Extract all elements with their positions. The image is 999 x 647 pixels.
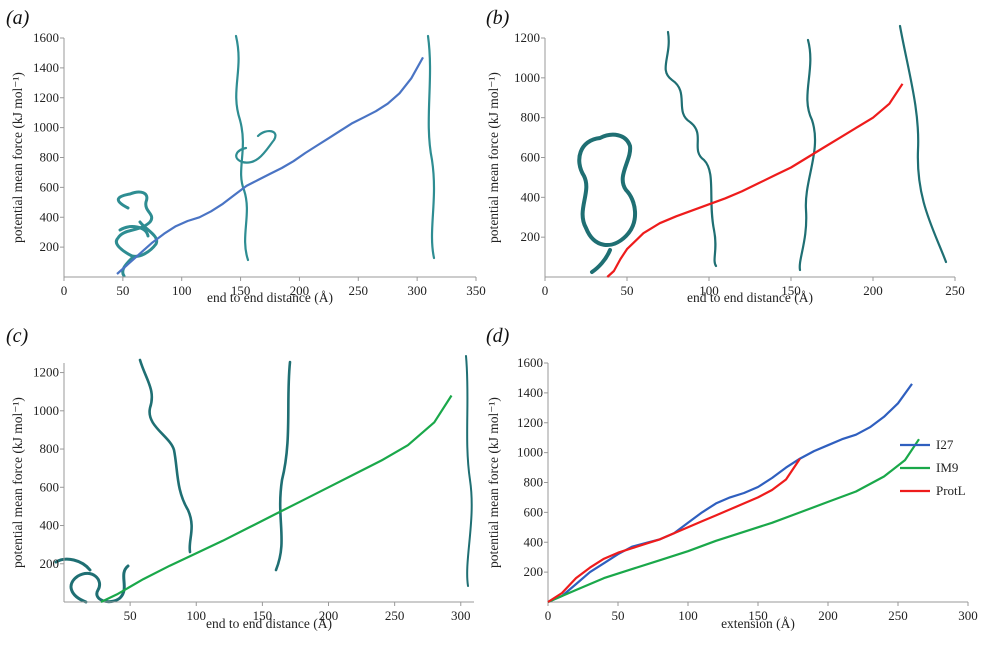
panel-label: (c) — [6, 325, 29, 347]
x-tick-label: 150 — [781, 283, 801, 298]
protein-structures-a — [115, 34, 436, 278]
chart-panel-4: (d) 0 50 100 150 200 250 300 200 400 600 800 1000 120… — [486, 325, 978, 631]
y-tick-label: 400 — [521, 189, 541, 204]
y-tick-label: 200 — [521, 229, 541, 244]
x-tick-label: 150 — [253, 608, 273, 623]
y-tick-label: 400 — [40, 518, 60, 533]
y-tick-label: 600 — [521, 150, 541, 165]
x-axis-label: end to end distance (Å) — [687, 290, 813, 305]
series-line-i27 — [547, 383, 913, 604]
y-tick-label: 600 — [40, 479, 60, 494]
y-tick-label: 1400 — [517, 385, 543, 400]
legend-label: I27 — [936, 437, 954, 452]
x-tick-label: 250 — [385, 608, 405, 623]
legend-label: ProtL — [936, 483, 966, 498]
x-tick-label: 50 — [124, 608, 137, 623]
y-tick-label: 1400 — [33, 60, 59, 75]
y-tick-label: 800 — [521, 110, 541, 125]
y-tick-label: 1000 — [514, 70, 540, 85]
x-tick-label: 200 — [863, 283, 883, 298]
y-tick-label: 400 — [40, 209, 60, 224]
y-tick-label: 1000 — [33, 120, 59, 135]
x-tick-label: 200 — [319, 608, 339, 623]
y-axis-label: potential mean force (kJ mol⁻¹) — [486, 397, 501, 568]
x-axis-label: end to end distance (Å) — [206, 616, 332, 631]
panel-label: (a) — [6, 7, 30, 29]
panel-label: (b) — [486, 7, 510, 29]
y-tick-label: 1600 — [517, 355, 543, 370]
y-tick-label: 1600 — [33, 30, 59, 45]
protein-structures-c — [54, 355, 473, 604]
y-tick-label: 400 — [524, 534, 544, 549]
x-tick-label: 100 — [172, 283, 192, 298]
protein-structures-b — [577, 24, 948, 274]
legend-label: IM9 — [936, 460, 958, 475]
series-line-im9 — [547, 438, 920, 604]
x-tick-label: 100 — [699, 283, 719, 298]
x-tick-label: 250 — [349, 283, 369, 298]
y-tick-label: 1200 — [517, 415, 543, 430]
x-tick-label: 100 — [678, 608, 698, 623]
series-line-2 — [606, 83, 904, 278]
x-axis-label: extension (Å) — [721, 616, 795, 631]
y-tick-label: 600 — [40, 179, 60, 194]
y-tick-label: 800 — [524, 475, 544, 490]
x-tick-label: 350 — [466, 283, 486, 298]
y-tick-label: 1200 — [33, 365, 59, 380]
y-axis-label: potential mean force (kJ mol⁻¹) — [10, 72, 25, 243]
chart-panel-3: (c) 50 100 150 200 250 300 200 400 600 800 1000 1200… — [6, 325, 474, 631]
series-line-1 — [116, 56, 424, 275]
y-tick-label: 1000 — [517, 445, 543, 460]
chart-panel-2: (b) 0 50 100 150 200 250 200 400 600 800 1000 1200 en… — [486, 7, 965, 305]
y-axis-label: potential mean force (kJ mol⁻¹) — [486, 72, 501, 243]
x-tick-label: 50 — [612, 608, 625, 623]
x-tick-label: 100 — [187, 608, 207, 623]
x-tick-label: 200 — [818, 608, 838, 623]
y-axis-label: potential mean force (kJ mol⁻¹) — [10, 397, 25, 568]
y-tick-label: 200 — [40, 556, 60, 571]
y-tick-label: 1000 — [33, 403, 59, 418]
x-tick-label: 0 — [545, 608, 552, 623]
y-tick-label: 200 — [524, 564, 544, 579]
x-tick-label: 0 — [61, 283, 68, 298]
series-line-protl — [547, 457, 801, 603]
series-line-3 — [100, 394, 453, 603]
y-tick-label: 800 — [40, 441, 60, 456]
x-tick-label: 50 — [621, 283, 634, 298]
x-tick-label: 250 — [945, 283, 965, 298]
x-tick-label: 200 — [290, 283, 310, 298]
x-axis-label: end to end distance (Å) — [207, 290, 333, 305]
x-tick-label: 150 — [748, 608, 768, 623]
x-tick-label: 300 — [958, 608, 978, 623]
panel-label: (d) — [486, 325, 510, 347]
x-tick-label: 250 — [888, 608, 908, 623]
x-tick-label: 0 — [542, 283, 549, 298]
y-tick-label: 1200 — [514, 30, 540, 45]
y-tick-label: 600 — [524, 504, 544, 519]
x-tick-label: 150 — [231, 283, 251, 298]
y-tick-label: 1200 — [33, 90, 59, 105]
x-tick-label: 300 — [407, 283, 427, 298]
x-tick-label: 50 — [116, 283, 129, 298]
y-tick-label: 200 — [40, 239, 60, 254]
chart-panel-1: (a) 0 50 100 150 200 250 300 350 200 400 600 800 1000… — [6, 7, 486, 305]
y-tick-label: 800 — [40, 150, 60, 165]
x-tick-label: 300 — [451, 608, 471, 623]
